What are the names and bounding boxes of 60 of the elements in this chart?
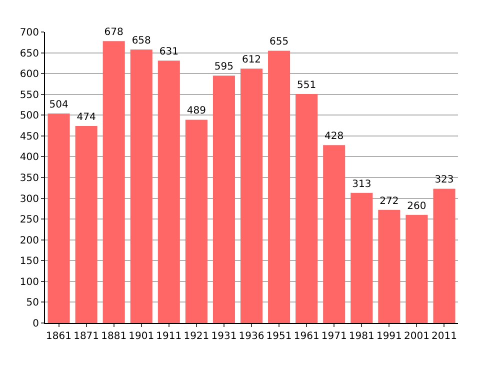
bar xyxy=(323,145,346,323)
x-tick-label: 1981 xyxy=(348,331,374,342)
bar xyxy=(296,94,318,323)
y-tick-label: 300 xyxy=(20,194,39,205)
bar xyxy=(268,50,290,323)
bar xyxy=(158,60,180,323)
y-tick-label: 200 xyxy=(20,235,39,246)
x-tick-label: 1991 xyxy=(376,331,402,342)
bar xyxy=(102,41,125,323)
bar xyxy=(75,126,98,323)
data-label: 595 xyxy=(214,62,234,73)
x-tick-label: 1971 xyxy=(321,331,347,342)
y-tick-label: 500 xyxy=(20,110,39,122)
data-label: 428 xyxy=(324,131,344,142)
y-tick-label: 100 xyxy=(20,276,39,288)
bar xyxy=(185,120,208,323)
x-tick-label: 1921 xyxy=(184,331,210,342)
data-label: 655 xyxy=(269,36,289,48)
data-label: 260 xyxy=(407,200,426,212)
data-label: 272 xyxy=(380,196,399,207)
y-tick-label: 650 xyxy=(20,48,39,60)
data-label: 658 xyxy=(132,35,151,46)
bar xyxy=(433,188,456,323)
y-tick-label: 400 xyxy=(20,152,39,164)
data-label: 474 xyxy=(76,112,96,123)
x-tick-label: 1901 xyxy=(128,331,154,342)
data-label: 323 xyxy=(434,174,454,186)
y-tick-label: 600 xyxy=(20,69,39,80)
data-label: 612 xyxy=(242,54,262,66)
data-label: 678 xyxy=(104,27,124,38)
data-label: 551 xyxy=(297,80,316,91)
x-tick-label: 1871 xyxy=(74,331,100,342)
data-label: 489 xyxy=(186,106,206,117)
x-tick-label: 1936 xyxy=(238,331,264,342)
data-label: 313 xyxy=(352,178,372,190)
y-tick-label: 700 xyxy=(20,28,39,38)
data-label: 631 xyxy=(159,46,178,58)
x-tick-label: 1931 xyxy=(211,331,237,342)
bar xyxy=(406,214,428,323)
y-tick-label: 0 xyxy=(32,318,39,330)
x-tick-label: 1911 xyxy=(156,331,182,342)
x-tick-label: 1961 xyxy=(294,331,320,342)
x-tick-label: 1861 xyxy=(46,331,72,342)
y-tick-label: 350 xyxy=(20,173,39,184)
bar xyxy=(350,192,373,323)
x-tick-label: 1951 xyxy=(266,331,292,342)
x-tick-label: 2011 xyxy=(432,331,457,342)
y-tick-label: 50 xyxy=(26,298,39,309)
y-tick-label: 250 xyxy=(20,214,39,226)
y-tick-label: 550 xyxy=(20,90,39,101)
y-tick-label: 450 xyxy=(20,131,39,142)
x-tick-label: 1881 xyxy=(101,331,127,342)
bar xyxy=(212,76,235,323)
bar xyxy=(48,113,70,323)
x-tick-label: 2001 xyxy=(404,331,430,342)
bar xyxy=(378,210,400,323)
y-tick-label: 150 xyxy=(20,256,39,268)
bar xyxy=(130,49,152,323)
bar xyxy=(240,68,263,323)
data-label: 504 xyxy=(49,99,68,110)
